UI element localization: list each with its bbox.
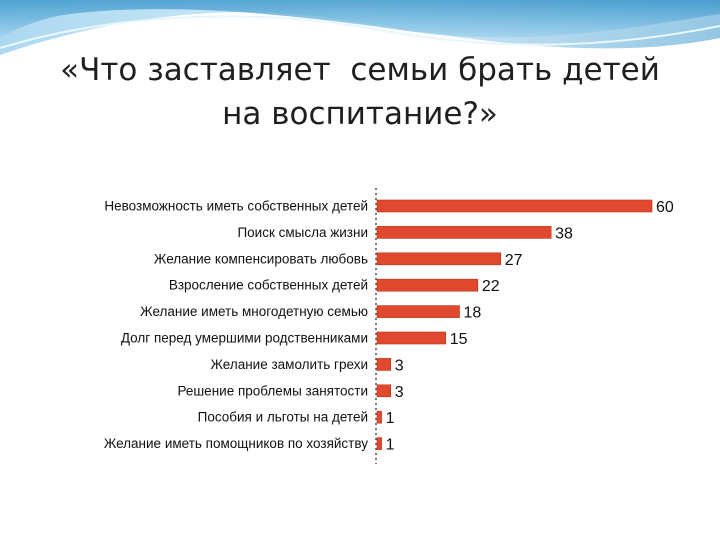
category-label: Желание иметь многодетную семью: [140, 304, 368, 319]
bar: [376, 278, 479, 292]
category-label: Невозможность иметь собственных детей: [104, 199, 368, 214]
bar: [376, 252, 502, 266]
header-wave-front: [0, 0, 720, 38]
category-label: Пособия и льготы на детей: [198, 410, 368, 425]
header-wave-decoration: [0, 0, 720, 55]
value-label: 1: [386, 410, 395, 427]
header-wave-line: [0, 15, 720, 49]
value-label: 15: [450, 331, 468, 348]
category-label: Взросление собственных детей: [169, 278, 368, 293]
bar: [376, 437, 382, 450]
value-label: 27: [505, 252, 523, 269]
bar-chart: Невозможность иметь собственных детей 60 П…: [104, 188, 674, 464]
value-label: 3: [395, 357, 404, 374]
category-label: Желание иметь помощников по хозяйству: [104, 436, 368, 451]
value-label: 60: [656, 199, 674, 216]
page-title: «Что заставляет семьи брать детей на вос…: [0, 48, 720, 136]
bar: [376, 331, 447, 345]
category-label: Поиск смысла жизни: [237, 225, 368, 240]
title-line-2: на воспитание?»: [222, 96, 498, 132]
value-label: 3: [395, 384, 404, 401]
title-line-1: «Что заставляет семьи брать детей: [60, 52, 660, 88]
value-label: 22: [482, 278, 500, 295]
bar: [376, 226, 552, 239]
value-label: 18: [464, 305, 482, 322]
bar: [376, 305, 460, 318]
category-label: Желание компенсировать любовь: [154, 251, 368, 266]
bar: [376, 199, 653, 213]
value-label: 1: [386, 437, 395, 454]
value-label: 38: [555, 225, 573, 242]
category-label: Желание замолить грехи: [210, 357, 368, 372]
bar: [376, 358, 392, 371]
bar: [376, 410, 382, 424]
category-label: Долг перед умершими родственниками: [121, 331, 368, 346]
bar: [376, 384, 392, 398]
category-label: Решение проблемы занятости: [177, 383, 368, 398]
